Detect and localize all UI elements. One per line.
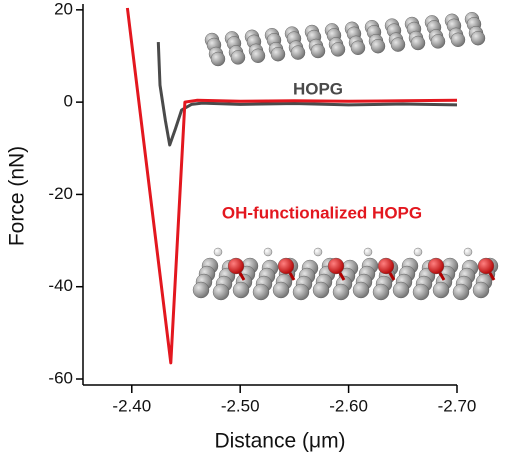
y-tick-label: -40 [48, 276, 73, 295]
data-line [125, 7, 458, 365]
atom [370, 39, 386, 54]
data-line [156, 42, 458, 147]
y-tick-label: -60 [48, 368, 73, 387]
atom [477, 257, 495, 275]
atom [372, 283, 390, 301]
atom [213, 247, 223, 257]
atom [377, 257, 395, 275]
y-tick-label: 20 [54, 0, 73, 18]
series-label: OH-functionalized HOPG [222, 203, 422, 222]
atom [252, 283, 270, 301]
atom [270, 47, 286, 62]
atom [272, 281, 290, 299]
x-tick-label: -2.50 [221, 396, 260, 415]
atom [313, 247, 323, 257]
atom [230, 50, 246, 65]
axes: 20 0 -20 -40 -60 -2.40 -2.50 -2.60 -2.70 [48, 0, 476, 415]
y-axis-label: Force (nN) [6, 146, 29, 246]
atom [232, 281, 250, 299]
atom [463, 247, 473, 257]
atom [392, 281, 410, 299]
atom [250, 48, 266, 63]
x-axis-label: Distance (μm) [214, 430, 345, 453]
atom [427, 257, 445, 275]
atom [390, 37, 406, 52]
atom [210, 51, 226, 67]
atom [470, 31, 486, 46]
atom [330, 42, 346, 57]
atom [363, 247, 373, 257]
series-label: HOPG [293, 79, 343, 98]
atom [452, 283, 470, 301]
x-tick-label: -2.40 [112, 396, 151, 415]
atom [312, 281, 330, 299]
atom [290, 45, 306, 60]
atom [327, 257, 345, 275]
atom [192, 281, 210, 299]
atom [412, 283, 430, 301]
atom [332, 283, 350, 301]
atom [432, 281, 450, 299]
atom [472, 281, 490, 299]
atom [310, 43, 326, 59]
atom [277, 257, 295, 275]
y-tick-label: 0 [64, 92, 73, 111]
atom [263, 247, 273, 257]
y-tick-label: -20 [48, 184, 73, 203]
atom [450, 32, 466, 47]
atom [413, 247, 423, 257]
atom [292, 283, 310, 301]
atom [212, 283, 230, 301]
x-tick-label: -2.70 [438, 396, 477, 415]
atom [350, 40, 366, 55]
molecule-illustration [192, 12, 499, 301]
atom [227, 257, 245, 275]
x-tick-label: -2.60 [329, 396, 368, 415]
atom [410, 35, 426, 51]
atom [430, 34, 446, 49]
atom [352, 281, 370, 299]
